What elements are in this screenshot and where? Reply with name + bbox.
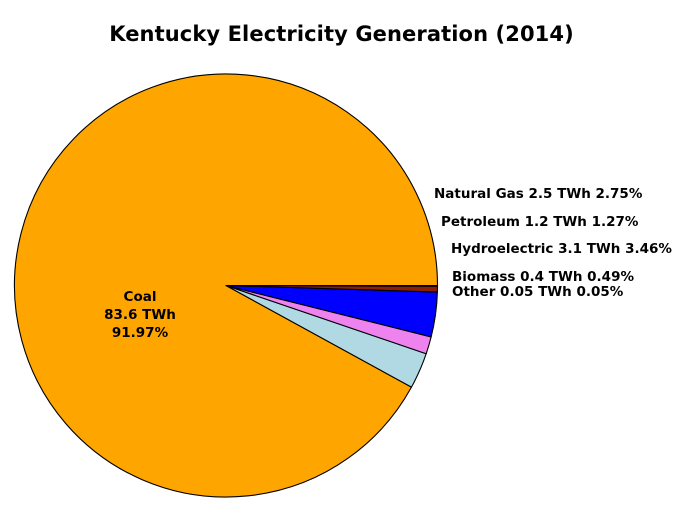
slice-label-petroleum: Petroleum 1.2 TWh 1.27% [441,214,639,230]
pie-slice-other [225,284,439,287]
slice-label-hydroelectric: Hydroelectric 3.1 TWh 3.46% [451,241,672,257]
slice-label-coal-percent: 91.97% [111,325,169,342]
slice-label-coal-value: 83.6 TWh [104,307,176,324]
slice-label-biomass: Biomass 0.4 TWh 0.49% [452,269,634,285]
slice-label-natural-gas: Natural Gas 2.5 TWh 2.75% [434,186,643,202]
slice-label-coal-name: Coal [123,289,157,305]
pie-slices-group [13,73,439,498]
chart-title: Kentucky Electricity Generation (2014) [109,22,574,46]
slice-label-coal: Coal 83.6 TWh 91.97% [70,288,210,342]
slice-label-other: Other 0.05 TWh 0.05% [452,284,624,300]
